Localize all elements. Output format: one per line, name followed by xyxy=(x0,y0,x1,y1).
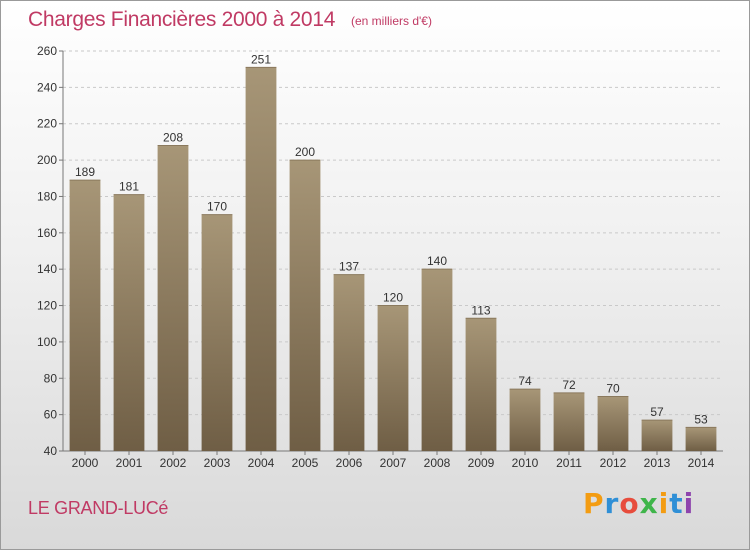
proxiti-logo[interactable]: Proxiti xyxy=(583,487,694,520)
bar xyxy=(641,420,673,451)
x-tick-label: 2001 xyxy=(116,456,143,470)
y-tick-label: 240 xyxy=(37,80,57,94)
brand-letter: i xyxy=(658,487,670,520)
brand-letter: P xyxy=(583,487,605,520)
data-label: 137 xyxy=(339,260,359,274)
x-tick-label: 2006 xyxy=(336,456,363,470)
bar xyxy=(685,427,717,451)
bar xyxy=(113,194,145,452)
data-label: 200 xyxy=(295,145,315,159)
x-tick-label: 2002 xyxy=(160,456,187,470)
y-tick-label: 220 xyxy=(37,117,57,131)
y-tick-label: 200 xyxy=(37,153,57,167)
brand-letter: t xyxy=(669,487,684,520)
bar xyxy=(377,305,409,451)
data-label: 57 xyxy=(650,405,664,419)
y-tick-label: 180 xyxy=(37,189,57,203)
brand-letter: x xyxy=(639,487,659,520)
chart-title: Charges Financières 2000 à 2014 xyxy=(28,8,336,31)
data-label: 72 xyxy=(562,378,576,392)
bar xyxy=(289,160,321,451)
data-label: 74 xyxy=(518,374,532,388)
x-tick-label: 2004 xyxy=(248,456,275,470)
y-tick-label: 100 xyxy=(37,335,57,349)
y-tick-label: 160 xyxy=(37,226,57,240)
x-tick-label: 2014 xyxy=(688,456,715,470)
data-label: 113 xyxy=(471,303,490,317)
data-label: 208 xyxy=(163,131,183,145)
x-tick-label: 2008 xyxy=(424,456,451,470)
bar xyxy=(597,396,629,451)
x-tick-label: 2005 xyxy=(292,456,319,470)
bar xyxy=(157,145,189,451)
x-tick-label: 2010 xyxy=(512,456,539,470)
brand-letter: o xyxy=(619,487,640,520)
data-label: 140 xyxy=(427,254,447,268)
data-label: 70 xyxy=(606,381,620,395)
data-label: 189 xyxy=(75,165,95,179)
x-tick-label: 2007 xyxy=(380,456,407,470)
bar xyxy=(553,392,585,451)
data-label: 170 xyxy=(207,200,227,214)
bar xyxy=(465,318,497,451)
y-tick-label: 120 xyxy=(37,299,57,313)
bar xyxy=(201,214,233,451)
brand-letter: i xyxy=(683,487,695,520)
data-label: 251 xyxy=(251,52,271,66)
y-tick-label: 60 xyxy=(44,408,58,422)
data-label: 120 xyxy=(383,291,403,305)
y-tick-label: 260 xyxy=(37,44,57,58)
x-tick-label: 2000 xyxy=(72,456,99,470)
chart-subtitle: (en milliers d'€) xyxy=(351,14,432,28)
x-tick-label: 2012 xyxy=(600,456,627,470)
bar xyxy=(421,269,453,451)
y-tick-label: 140 xyxy=(37,262,57,276)
y-tick-label: 80 xyxy=(44,371,58,385)
bar xyxy=(509,389,541,451)
bar xyxy=(245,67,277,451)
x-tick-label: 2013 xyxy=(644,456,671,470)
y-tick-label: 40 xyxy=(44,444,58,458)
bar xyxy=(333,274,365,451)
bar xyxy=(69,180,101,451)
data-label: 181 xyxy=(119,180,139,194)
x-tick-label: 2009 xyxy=(468,456,495,470)
data-label: 53 xyxy=(694,412,708,426)
town-name: LE GRAND-LUCé xyxy=(28,498,169,518)
brand-letter: r xyxy=(604,487,620,520)
x-tick-label: 2003 xyxy=(204,456,231,470)
x-tick-label: 2011 xyxy=(556,456,582,470)
